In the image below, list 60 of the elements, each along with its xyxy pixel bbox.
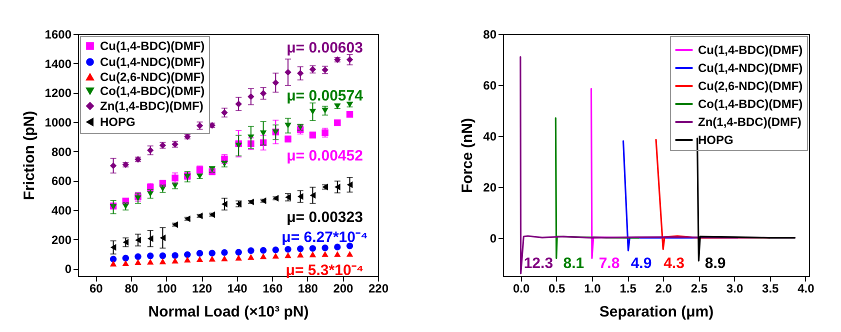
x-tick-label: 1.5: [620, 282, 637, 296]
y-axis-title: Force (nN): [459, 118, 476, 193]
y-tick-label: 600: [51, 174, 72, 188]
y-axis-title: Friction (pN): [20, 110, 38, 200]
x-tick-label: 0.5: [548, 282, 566, 296]
legend-label: Cu(1,4-BDC)(DMF): [698, 43, 803, 57]
y-tick-label: 40: [483, 129, 497, 144]
y-tick-label: 200: [51, 232, 72, 247]
annotation: 8.1: [563, 255, 584, 272]
legend-label: Co(1,4-BDC)(DMF): [100, 84, 205, 98]
y-tick-label: 60: [483, 78, 497, 92]
x-tick-label: 100: [156, 282, 178, 296]
y-tick-label: 20: [483, 180, 497, 194]
legend-label: Co(1,4-BDC)(DMF): [698, 97, 803, 111]
y-tick-label: 0: [490, 231, 497, 246]
legend-label: Cu(2,6-NDC)(DMF): [698, 79, 803, 93]
annotation: μ= 5.3*10⁻⁴: [286, 262, 364, 279]
x-tick-label: 220: [368, 282, 389, 296]
annotation: μ= 6.27*10⁻⁴: [282, 228, 368, 246]
x-tick-label: 1.0: [584, 282, 602, 296]
annotation: μ= 0.00574: [286, 88, 364, 105]
y-tick-label: 1200: [44, 86, 72, 100]
legend-label: Cu(1,4-NDC)(DMF): [100, 55, 205, 69]
legend-label: HOPG: [100, 115, 136, 129]
y-tick-label: 400: [51, 204, 72, 218]
y-tick-label: 0: [64, 262, 72, 276]
x-tick-label: 3.0: [726, 282, 744, 296]
x-tick-label: 3.5: [762, 282, 780, 296]
legend-label: HOPG: [698, 133, 734, 147]
annotation: 7.8: [598, 255, 620, 272]
annotation: μ= 0.00323: [286, 208, 363, 226]
annotation: μ= 0.00452: [286, 147, 363, 164]
y-tick-label: 800: [51, 144, 72, 159]
x-tick-label: 60: [89, 282, 104, 296]
x-tick-label: 180: [298, 282, 318, 296]
legend-label: Zn(1,4-BDC)(DMF): [698, 115, 802, 129]
legend-label: Cu(1,4-BDC)(DMF): [100, 39, 205, 53]
x-axis-title: Separation (μm): [599, 304, 714, 320]
annotation: 8.9: [704, 255, 726, 272]
x-tick-label: 140: [227, 282, 248, 296]
y-tick-label: 1400: [44, 56, 72, 71]
legend-label: Cu(2,6-NDC)(DMF): [100, 70, 205, 84]
annotation: 4.3: [664, 255, 684, 272]
annotation: μ= 0.00603: [286, 40, 363, 57]
annotation: 4.9: [630, 255, 652, 272]
x-axis-title: Normal Load (×10³ pN): [148, 304, 309, 320]
y-tick-label: 1000: [44, 116, 72, 130]
y-tick-label: 1600: [44, 28, 72, 42]
x-tick-label: 160: [262, 282, 283, 296]
x-tick-label: 80: [124, 282, 138, 296]
x-tick-label: 120: [192, 282, 212, 296]
legend-label: Zn(1,4-BDC)(DMF): [100, 99, 204, 113]
x-tick-label: 4.0: [798, 282, 815, 296]
y-tick-label: 80: [483, 28, 497, 42]
x-tick-label: 2.5: [690, 282, 708, 296]
x-tick-label: 0.0: [512, 282, 530, 296]
annotation: 12.3: [524, 255, 554, 272]
x-tick-label: 2.0: [655, 282, 672, 296]
x-tick-label: 200: [333, 282, 354, 296]
legend-label: Cu(1,4-NDC)(DMF): [698, 61, 803, 75]
